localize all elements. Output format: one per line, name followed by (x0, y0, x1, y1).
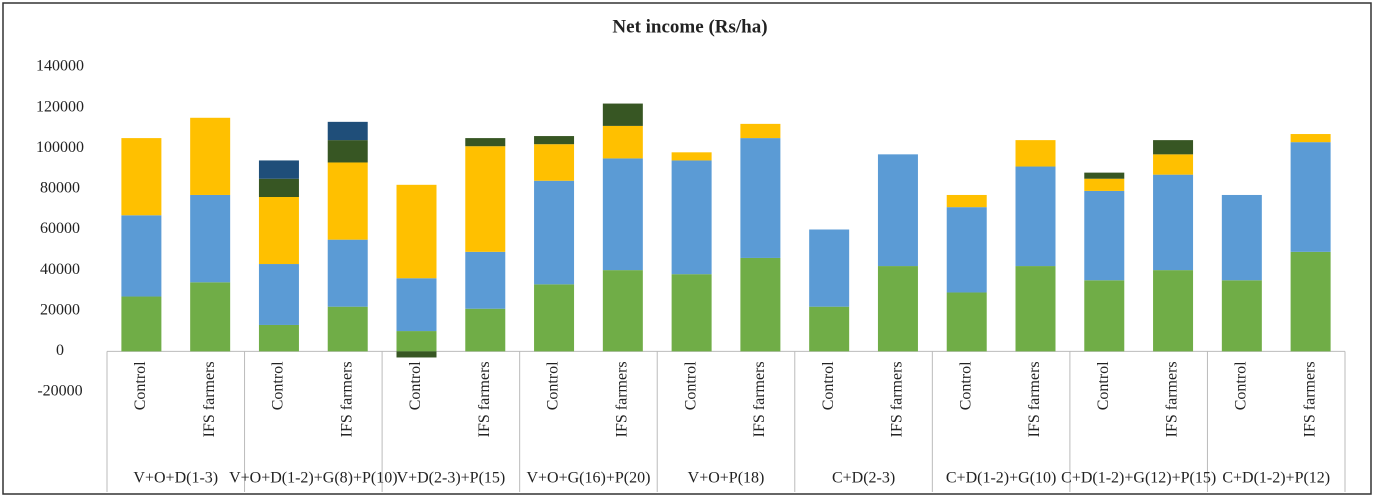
bar-segment (946, 292, 987, 352)
bar-segment (327, 140, 368, 163)
x-tick-label: IFS farmers (201, 361, 218, 437)
bar-segment (534, 284, 575, 352)
bar-segment (121, 215, 162, 297)
bar-segment (258, 197, 299, 265)
bar-segment (740, 123, 781, 139)
bar-segment (465, 146, 506, 252)
bar-segment (1221, 194, 1262, 281)
bar-segment (465, 251, 506, 309)
bar-segment (1015, 140, 1056, 167)
bar-segment (602, 270, 643, 352)
bar-segment (1290, 134, 1331, 143)
x-tick-label: Control (682, 361, 699, 410)
bar-segment (258, 160, 299, 179)
x-tick-label: IFS farmers (751, 361, 768, 437)
y-tick-label: 60000 (40, 220, 80, 237)
y-tick-label: 80000 (40, 180, 80, 197)
x-tick-label: Control (132, 361, 149, 410)
bar-segment (1290, 251, 1331, 352)
bar-segment (1153, 140, 1194, 155)
y-tick-label: 40000 (40, 261, 80, 278)
bar-segment (190, 194, 231, 283)
bar-segment (534, 136, 575, 145)
group-label: C+D(1-2)+P(12) (1222, 470, 1330, 487)
x-tick-label: IFS farmers (1164, 361, 1181, 437)
bar-segment (121, 296, 162, 352)
group-label: V+O+P(18) (688, 470, 765, 487)
bar-segment (1084, 280, 1125, 352)
bar-segment (327, 162, 368, 240)
bar-segment (671, 160, 712, 275)
bar-segment (396, 278, 437, 332)
bar-segment (258, 178, 299, 197)
x-tick-label: IFS farmers (614, 361, 631, 437)
bar-segment (602, 125, 643, 159)
bar-segment (1015, 266, 1056, 352)
bar-segment (1015, 166, 1056, 267)
x-tick-label: IFS farmers (889, 361, 906, 437)
bar-segment (1153, 270, 1194, 352)
group-label: C+D(2-3) (832, 470, 895, 487)
bar-segment (1153, 154, 1194, 175)
x-tick-label: Control (820, 361, 837, 410)
bar-segment (877, 266, 918, 352)
chart-title: Net income (Rs/ha) (612, 16, 767, 37)
bar-segment (602, 158, 643, 271)
x-tick-label: Control (1233, 361, 1250, 410)
bar-segment (396, 351, 437, 358)
bar-segment (396, 184, 437, 279)
x-tick-label: Control (1095, 361, 1112, 410)
x-tick-label: Control (957, 361, 974, 410)
bar-segment (534, 180, 575, 285)
group-label: C+D(1-2)+G(10) (946, 470, 1056, 487)
bar-segment (534, 144, 575, 181)
bar-segment (809, 306, 850, 352)
bar-segment (121, 138, 162, 216)
bar-segment (190, 282, 231, 352)
bar-segment (740, 138, 781, 258)
y-tick-label: 140000 (36, 58, 84, 75)
y-tick-label: 120000 (36, 98, 84, 115)
x-tick-label: IFS farmers (1026, 361, 1043, 437)
group-label: V+D(2-3)+P(15) (397, 470, 506, 487)
x-tick-label: Control (545, 361, 562, 410)
bar-segment (740, 257, 781, 352)
group-label: V+O+G(16)+P(20) (526, 470, 650, 487)
bar-segment (190, 117, 231, 195)
x-tick-label: Control (407, 361, 424, 410)
x-tick-label: Control (270, 361, 287, 410)
bar-segment (1221, 280, 1262, 352)
bar-segment (671, 274, 712, 352)
bar-segment (465, 138, 506, 147)
bar-segment (327, 239, 368, 307)
bar-segment (946, 194, 987, 208)
bar-segment (671, 152, 712, 161)
group-label: C+D(1-2)+G(12)+P(15) (1061, 470, 1216, 487)
bar-segment (465, 308, 506, 352)
bar-segment (327, 121, 368, 141)
bar-segment (1290, 142, 1331, 252)
bar-segment (809, 229, 850, 307)
y-tick-label: 100000 (36, 139, 84, 156)
bar-segment (327, 306, 368, 352)
x-tick-label: IFS farmers (476, 361, 493, 437)
y-tick-label: -20000 (37, 383, 82, 400)
bar-segment (1084, 190, 1125, 281)
y-tick-label: 20000 (40, 301, 80, 318)
bar-segment (602, 103, 643, 126)
group-label: V+O+D(1-2)+G(8)+P(10) (229, 470, 398, 487)
y-tick-label: 0 (56, 342, 64, 359)
bar-segment (1084, 172, 1125, 179)
bar-segment (258, 324, 299, 352)
bar-segment (1153, 174, 1194, 271)
x-tick-label: IFS farmers (1301, 361, 1318, 437)
bar-segment (258, 264, 299, 325)
bar-segment (1084, 178, 1125, 191)
bar-segment (877, 154, 918, 267)
bar-segment (946, 207, 987, 293)
group-label: V+O+D(1-3) (133, 470, 218, 487)
bar-segment (396, 331, 437, 352)
x-tick-label: IFS farmers (338, 361, 355, 437)
